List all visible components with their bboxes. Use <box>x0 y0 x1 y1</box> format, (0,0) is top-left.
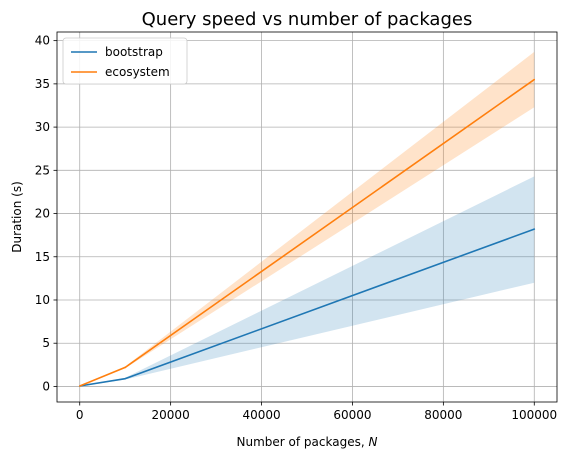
x-tick-label: 80000 <box>424 408 462 422</box>
point-bootstrap <box>533 228 536 230</box>
band-bootstrap <box>79 176 535 387</box>
y-tick-label: 15 <box>35 250 50 264</box>
x-axis-title: Number of packages, N <box>237 435 378 449</box>
plot-frame <box>56 31 558 403</box>
legend-label-bootstrap: bootstrap <box>105 45 163 59</box>
point-ecosystem <box>124 366 126 369</box>
y-tick-label: 30 <box>35 120 50 134</box>
x-axis-title-text: Number of packages, <box>237 435 369 449</box>
confidence-bands <box>79 51 535 387</box>
x-axis-ticks: 0 20000 40000 60000 80000 100000 <box>76 402 557 422</box>
y-axis-title: Duration (s) <box>10 181 24 253</box>
legend-label-ecosystem: ecosystem <box>105 65 170 79</box>
series-lines <box>78 78 536 387</box>
y-tick-label: 40 <box>35 34 50 48</box>
y-tick-label: 25 <box>35 163 50 177</box>
x-tick-label: 20000 <box>152 408 190 422</box>
y-tick-label: 0 <box>42 379 50 393</box>
x-axis-title-variable: N <box>368 435 377 449</box>
y-tick-label: 20 <box>35 207 50 221</box>
grid <box>57 32 557 402</box>
x-tick-label: 40000 <box>242 408 280 422</box>
point-ecosystem <box>533 78 536 81</box>
x-tick-label: 100000 <box>511 408 557 422</box>
y-axis-ticks: 0 5 10 15 20 25 30 35 40 <box>35 34 57 393</box>
x-tick-label: 0 <box>76 408 84 422</box>
y-tick-label: 10 <box>35 293 50 307</box>
point-bootstrap <box>124 377 126 380</box>
x-tick-label: 60000 <box>333 408 371 422</box>
y-tick-label: 5 <box>42 336 50 350</box>
legend: bootstrap ecosystem <box>62 37 188 85</box>
point-ecosystem <box>78 385 81 387</box>
y-tick-label: 35 <box>35 77 50 91</box>
chart-title: Query speed vs number of packages <box>142 9 473 30</box>
